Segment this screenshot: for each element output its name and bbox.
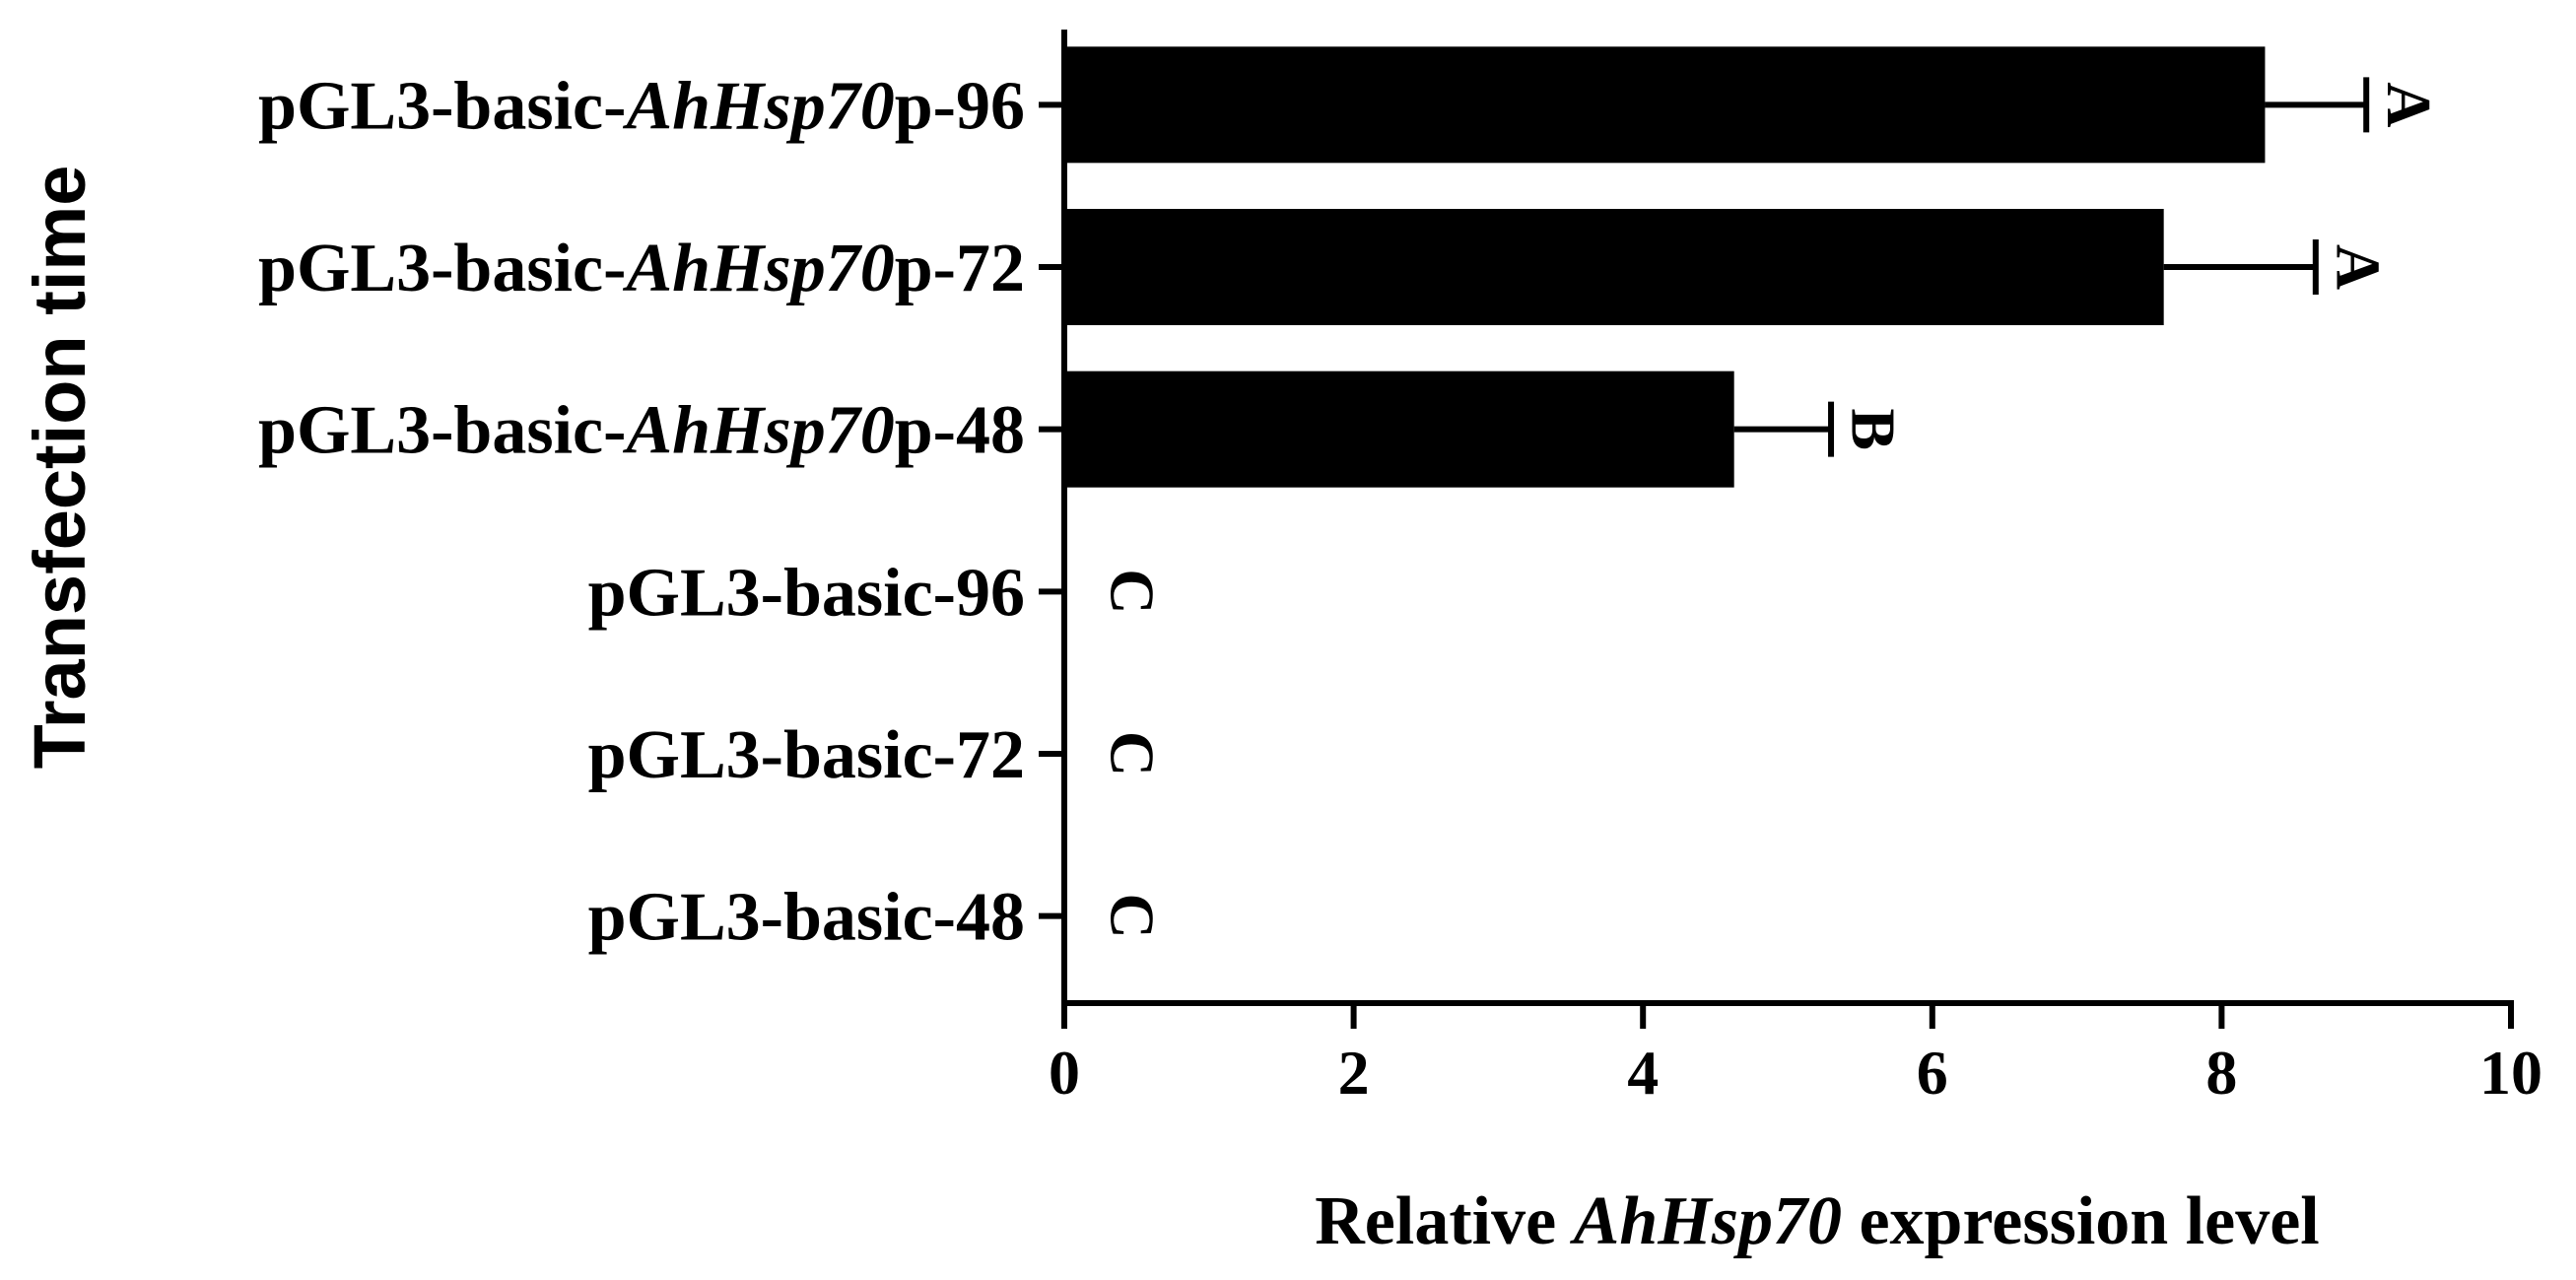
y-axis-title: Transfection time: [19, 166, 101, 770]
category-label: pGL3-basic-48: [588, 880, 1025, 956]
x-axis-title: Relative AhHsp70 expression level: [1315, 1183, 2320, 1259]
category-label: pGL3-basic-AhHsp70p-48: [258, 393, 1025, 469]
bars: [1064, 46, 2266, 488]
category-label: pGL3-basic-AhHsp70p-96: [258, 68, 1025, 144]
x-tick-labels: 0 2 4 6 8 10: [1049, 1038, 2542, 1108]
category-labels: pGL3-basic-AhHsp70p-96pGL3-basic-AhHsp70…: [258, 68, 1025, 955]
x-tick-label: 8: [2205, 1038, 2237, 1108]
x-tick-label: 10: [2479, 1038, 2542, 1108]
category-label-part: AhHsp70: [622, 68, 894, 144]
category-label-part: pGL3-basic-48: [588, 880, 1025, 956]
category-label-part: pGL3-basic-: [258, 231, 626, 306]
significance-letter: C: [1098, 894, 1168, 939]
significance-letter: B: [1839, 408, 1909, 450]
significance-letter: C: [1098, 731, 1168, 776]
category-label-part: pGL3-basic-72: [588, 717, 1025, 793]
error-bars: [1733, 77, 2370, 457]
x-axis-title-part: Relative: [1315, 1183, 1573, 1259]
bar: [1064, 371, 1734, 488]
category-label-part: p-96: [895, 68, 1025, 144]
category-label-part: pGL3-basic-96: [588, 555, 1025, 631]
category-label-part: p-48: [895, 393, 1025, 469]
category-label-part: pGL3-basic-: [258, 393, 626, 469]
category-label: pGL3-basic-AhHsp70p-72: [258, 231, 1025, 306]
category-label: pGL3-basic-72: [588, 717, 1025, 793]
category-label: pGL3-basic-96: [588, 555, 1025, 631]
significance-letter: C: [1098, 569, 1168, 614]
x-tick-label: 6: [1917, 1038, 1948, 1108]
x-tick-label: 4: [1627, 1038, 1659, 1108]
x-axis-title-part: expression level: [1842, 1183, 2320, 1259]
bar: [1064, 46, 2266, 164]
x-tick-label: 2: [1338, 1038, 1370, 1108]
category-label-part: AhHsp70: [622, 393, 894, 469]
significance-letter: A: [2374, 82, 2444, 127]
category-label-part: p-72: [895, 231, 1025, 306]
x-axis-title-part: AhHsp70: [1570, 1183, 1842, 1259]
category-label-part: pGL3-basic-: [258, 68, 626, 144]
significance-letter: A: [2323, 244, 2393, 290]
category-label-part: AhHsp70: [622, 231, 894, 306]
bar: [1064, 209, 2164, 325]
axes: [1039, 30, 2514, 1029]
significance-letters: A A B C C C: [1098, 82, 2444, 939]
x-tick-label: 0: [1049, 1038, 1080, 1108]
